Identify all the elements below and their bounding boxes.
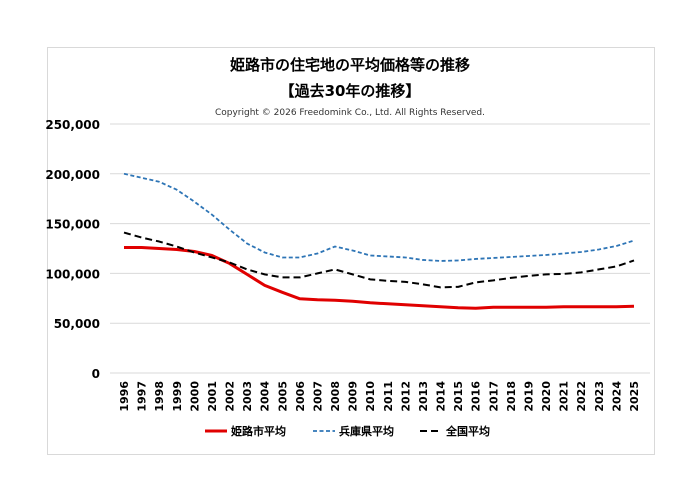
x-tick-label: 2016 xyxy=(470,381,483,412)
y-tick-label: 100,000 xyxy=(45,267,100,281)
series-line-0 xyxy=(124,246,635,310)
x-tick-label: 2013 xyxy=(417,381,430,412)
x-tick-label: 2014 xyxy=(435,381,448,412)
x-tick-label: 2017 xyxy=(487,381,500,412)
x-tick-label: 2002 xyxy=(224,381,237,412)
x-tick-label: 2018 xyxy=(505,381,518,412)
x-tick-label: 1998 xyxy=(153,381,166,412)
x-tick-label: 2007 xyxy=(311,381,324,412)
x-tick-label: 2008 xyxy=(329,381,342,412)
chart-subtitle: 【過去30年の推移】 xyxy=(279,82,421,100)
x-tick-label: 2009 xyxy=(347,381,360,412)
x-tick-label: 2000 xyxy=(188,381,201,412)
x-tick-label: 2010 xyxy=(364,381,377,412)
x-tick-label: 2015 xyxy=(452,381,465,412)
x-tick-label: 2023 xyxy=(593,381,606,412)
x-tick-label: 2022 xyxy=(575,381,588,412)
series-line-2 xyxy=(123,231,635,289)
y-tick-label: 200,000 xyxy=(45,168,100,182)
x-tick-label: 2020 xyxy=(540,381,553,412)
copyright: Copyright © 2026 Freedomink Co., Ltd. Al… xyxy=(214,108,486,118)
x-tick-label: 2011 xyxy=(382,381,395,412)
x-tick-label: 1996 xyxy=(118,381,131,412)
x-tick-label: 1999 xyxy=(171,381,184,412)
x-tick-label: 2001 xyxy=(206,381,219,412)
y-tick-label: 0 xyxy=(92,367,100,381)
x-tick-label: 2004 xyxy=(259,381,272,412)
x-tick-label: 2012 xyxy=(399,381,412,412)
y-tick-label: 50,000 xyxy=(54,317,100,331)
legend-label: 姫路市平均 xyxy=(231,424,286,438)
x-tick-label: 2003 xyxy=(241,381,254,412)
x-tick-label: 2024 xyxy=(610,381,623,412)
x-tick-label: 2025 xyxy=(628,381,641,412)
legend-label: 全国平均 xyxy=(445,424,490,438)
legend-label: 兵庫県平均 xyxy=(339,424,394,438)
x-tick-label: 2019 xyxy=(522,381,535,412)
x-tick-label: 2021 xyxy=(558,381,571,412)
y-tick-label: 150,000 xyxy=(45,218,100,232)
x-tick-label: 1997 xyxy=(136,381,149,412)
x-tick-label: 2005 xyxy=(276,381,289,412)
chart-frame xyxy=(47,47,655,455)
x-tick-label: 2006 xyxy=(294,381,307,412)
y-tick-label: 250,000 xyxy=(45,118,100,132)
series-line-1 xyxy=(123,172,635,262)
chart-title: 姫路市の住宅地の平均価格等の推移 xyxy=(229,56,470,74)
